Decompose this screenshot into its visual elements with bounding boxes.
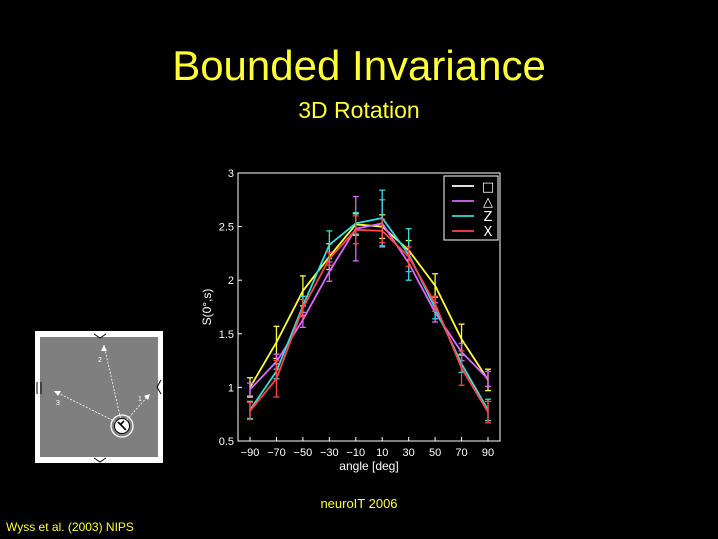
y-tick-label: 1: [228, 382, 234, 394]
x-tick-label: −30: [320, 447, 339, 459]
arena-floor: [40, 337, 158, 457]
arrow-1-icon: [144, 394, 150, 400]
slide-title: Bounded Invariance: [172, 42, 546, 89]
x-tick-label: −90: [241, 447, 260, 459]
series-4: [247, 215, 491, 424]
robot-sensor-icon: [117, 420, 127, 431]
series-1: [247, 213, 491, 398]
legend-label: Z: [484, 210, 493, 225]
y-tick-label: 1.5: [219, 329, 234, 341]
series-line: [249, 217, 489, 411]
left-marker-icon: [36, 382, 42, 394]
arena-diagram: 2 3 1: [35, 331, 163, 463]
y-tick-label: 3: [228, 168, 234, 180]
x-tick-label: −50: [294, 447, 313, 459]
path-2-line: [103, 344, 123, 426]
x-tick-label: 90: [482, 447, 494, 459]
top-marker-icon: [93, 333, 107, 339]
y-tick-label: 2.5: [219, 222, 234, 234]
path-label-2: 2: [98, 357, 102, 364]
y-tick-label: 2: [228, 275, 234, 287]
y-axis-label: S(0°,s): [200, 289, 214, 326]
x-axis-label: angle [deg]: [339, 459, 398, 473]
legend-label: X: [484, 225, 493, 240]
path-label-1: 1: [138, 396, 142, 403]
slide-subtitle: 3D Rotation: [298, 97, 420, 123]
arrow-3-icon: [54, 391, 61, 396]
chart-axes: 0.5 1 1.5 2 2.5 3 −90 −70 −50 −30 −10 10 30 50 70 90 ang…: [200, 168, 501, 473]
x-tick-label: −10: [346, 447, 365, 459]
footer-text: neuroIT 2006: [320, 496, 398, 511]
path-label-3: 3: [56, 400, 60, 407]
series-line: [249, 223, 489, 388]
legend-label: □: [482, 180, 494, 195]
arrow-2-icon: [101, 345, 107, 351]
x-tick-label: 10: [376, 447, 388, 459]
legend-label: △: [483, 195, 493, 210]
chart-legend: □△ZX: [443, 175, 499, 241]
series-line: [249, 222, 489, 391]
x-tick-label: 50: [429, 447, 441, 459]
robot-range-circle: [110, 414, 134, 438]
x-tick-label: 70: [455, 447, 467, 459]
y-tick-label: 0.5: [219, 436, 234, 448]
right-marker-icon: [156, 379, 162, 395]
x-tick-label: 30: [403, 447, 415, 459]
chart-series: [247, 189, 491, 424]
plot-frame: [237, 172, 501, 442]
x-tick-label: −70: [267, 447, 286, 459]
citation-text: Wyss et al. (2003) NIPS: [6, 520, 134, 534]
series-line: [249, 228, 489, 413]
bottom-marker-icon: [93, 457, 107, 463]
path-3-line: [53, 390, 123, 426]
